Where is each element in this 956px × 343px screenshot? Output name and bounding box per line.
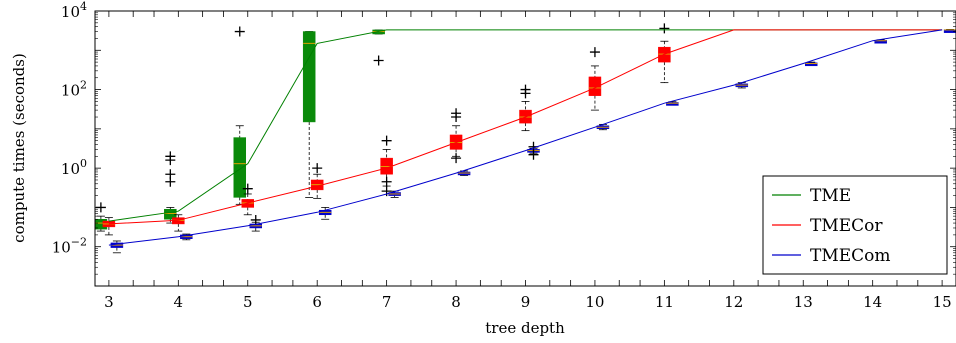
- outlier-marker: [381, 135, 392, 146]
- x-tick-label: 6: [312, 293, 322, 311]
- outlier-marker: [165, 151, 176, 162]
- x-axis-title: tree depth: [485, 319, 565, 337]
- outlier-marker: [250, 214, 261, 225]
- outlier-marker: [234, 26, 245, 37]
- x-tick-label: 10: [585, 293, 604, 311]
- x-tick-label: 11: [655, 293, 674, 311]
- box-tmecom: [804, 62, 818, 67]
- x-tick-label: 7: [382, 293, 392, 311]
- outlier-marker: [373, 55, 384, 66]
- legend-label-tmecor: TMECor: [810, 216, 883, 236]
- x-tick-label: 9: [521, 293, 531, 311]
- box-tmecor: [588, 76, 602, 96]
- series-line-tmecor: [108, 29, 943, 225]
- outlier-marker: [589, 47, 600, 58]
- outlier-marker: [659, 23, 670, 34]
- series-line-tmecom: [108, 29, 943, 246]
- box-tme: [302, 31, 316, 123]
- x-tick-label: 5: [243, 293, 253, 311]
- outlier-marker: [520, 84, 531, 95]
- x-tick-label: 8: [451, 293, 461, 311]
- legend-label-tme: TME: [810, 186, 851, 206]
- x-tick-label: 12: [724, 293, 743, 311]
- y-tick-label: 10−2: [52, 236, 87, 257]
- outlier-marker: [381, 176, 392, 187]
- x-tick-label: 15: [933, 293, 952, 311]
- box-tmecom: [666, 102, 679, 106]
- x-tick-label: 4: [174, 293, 184, 311]
- box-tme: [164, 208, 177, 220]
- outlier-marker: [165, 169, 176, 180]
- x-tick-label: 3: [104, 293, 114, 311]
- y-axis-title: compute times (seconds): [10, 53, 28, 243]
- outlier-marker: [451, 153, 462, 164]
- outlier-marker: [451, 108, 462, 119]
- x-tick-label: 14: [863, 293, 882, 311]
- legend-label-tmecom: TMECom: [810, 246, 891, 266]
- outlier-marker: [312, 163, 323, 174]
- x-tick-label: 13: [794, 293, 813, 311]
- box-tme: [233, 137, 247, 198]
- y-tick-label: 102: [61, 79, 87, 100]
- y-tick-label: 100: [61, 157, 87, 178]
- tick-labels: 3 4 5 6 7 8 9 10 11 12 13 14 15 10−2 100 102 104: [52, 0, 952, 311]
- outlier-marker: [242, 183, 253, 194]
- chart-marks: [94, 23, 956, 254]
- y-tick-label: 104: [61, 0, 87, 21]
- legend: TME TMECor TMECom: [762, 175, 948, 275]
